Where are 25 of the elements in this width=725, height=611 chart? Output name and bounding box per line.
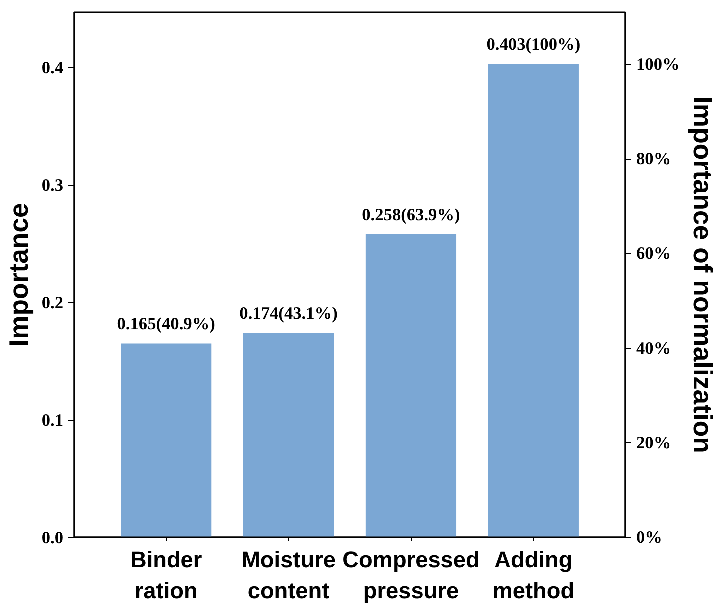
data-label: 0.174(43.1%) bbox=[240, 304, 338, 324]
data-label: 0.165(40.9%) bbox=[117, 314, 216, 334]
y-tick-label: 0.0 bbox=[42, 528, 64, 548]
y2-tick-label: 40% bbox=[636, 338, 672, 358]
data-label: 0.258(63.9%) bbox=[362, 205, 461, 224]
y-axis-title: Importance bbox=[4, 203, 34, 347]
x-tick-label: Binder ration bbox=[130, 546, 202, 604]
y2-tick-label: 80% bbox=[636, 150, 672, 169]
y-tick-label: 0.3 bbox=[42, 176, 64, 196]
y2-tick-label: 100% bbox=[636, 55, 680, 74]
x-tick-label: Moisture content bbox=[242, 546, 336, 604]
y2-tick-label: 20% bbox=[636, 433, 672, 452]
y-tick-label: 0.2 bbox=[42, 294, 64, 313]
y-tick-label: 0.4 bbox=[42, 58, 64, 78]
x-tick-label: Adding method bbox=[492, 546, 575, 604]
bar bbox=[488, 64, 579, 538]
bar bbox=[366, 234, 457, 538]
bar bbox=[243, 333, 334, 538]
x-tick-label: Compressed pressure bbox=[342, 546, 480, 604]
y2-tick-label: 0% bbox=[636, 528, 662, 547]
y2-axis-title: Importance of normalization bbox=[688, 96, 718, 454]
y2-tick-label: 60% bbox=[636, 244, 672, 264]
y-tick-label: 0.1 bbox=[42, 411, 64, 430]
bar bbox=[121, 344, 212, 538]
data-label: 0.403(100%) bbox=[486, 35, 581, 54]
